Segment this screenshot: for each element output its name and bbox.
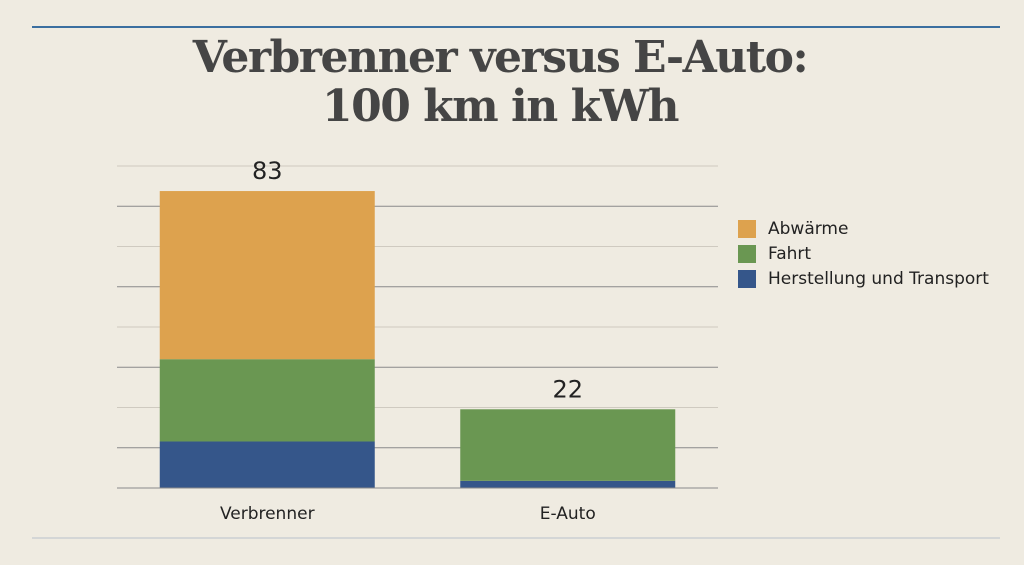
legend-swatch [738, 220, 756, 238]
bar-segment [159, 191, 375, 360]
bar-segment [159, 441, 375, 488]
x-tick-label: Verbrenner [220, 504, 315, 524]
x-tick-label: E-Auto [540, 504, 596, 524]
total-label: 22 [552, 375, 583, 403]
total-label: 83 [252, 157, 283, 185]
legend-swatch [738, 270, 756, 288]
legend-label: Fahrt [768, 244, 811, 264]
bar-segment [460, 480, 676, 488]
legend-swatch [738, 245, 756, 263]
chart-title: Verbrenner versus E-Auto: [192, 32, 807, 83]
chart-title: 100 km in kWh [322, 81, 678, 132]
bar-segment [460, 409, 676, 481]
legend-label: Herstellung und Transport [768, 269, 989, 289]
legend-label: Abwärme [768, 219, 848, 239]
bar-segment [159, 359, 375, 442]
